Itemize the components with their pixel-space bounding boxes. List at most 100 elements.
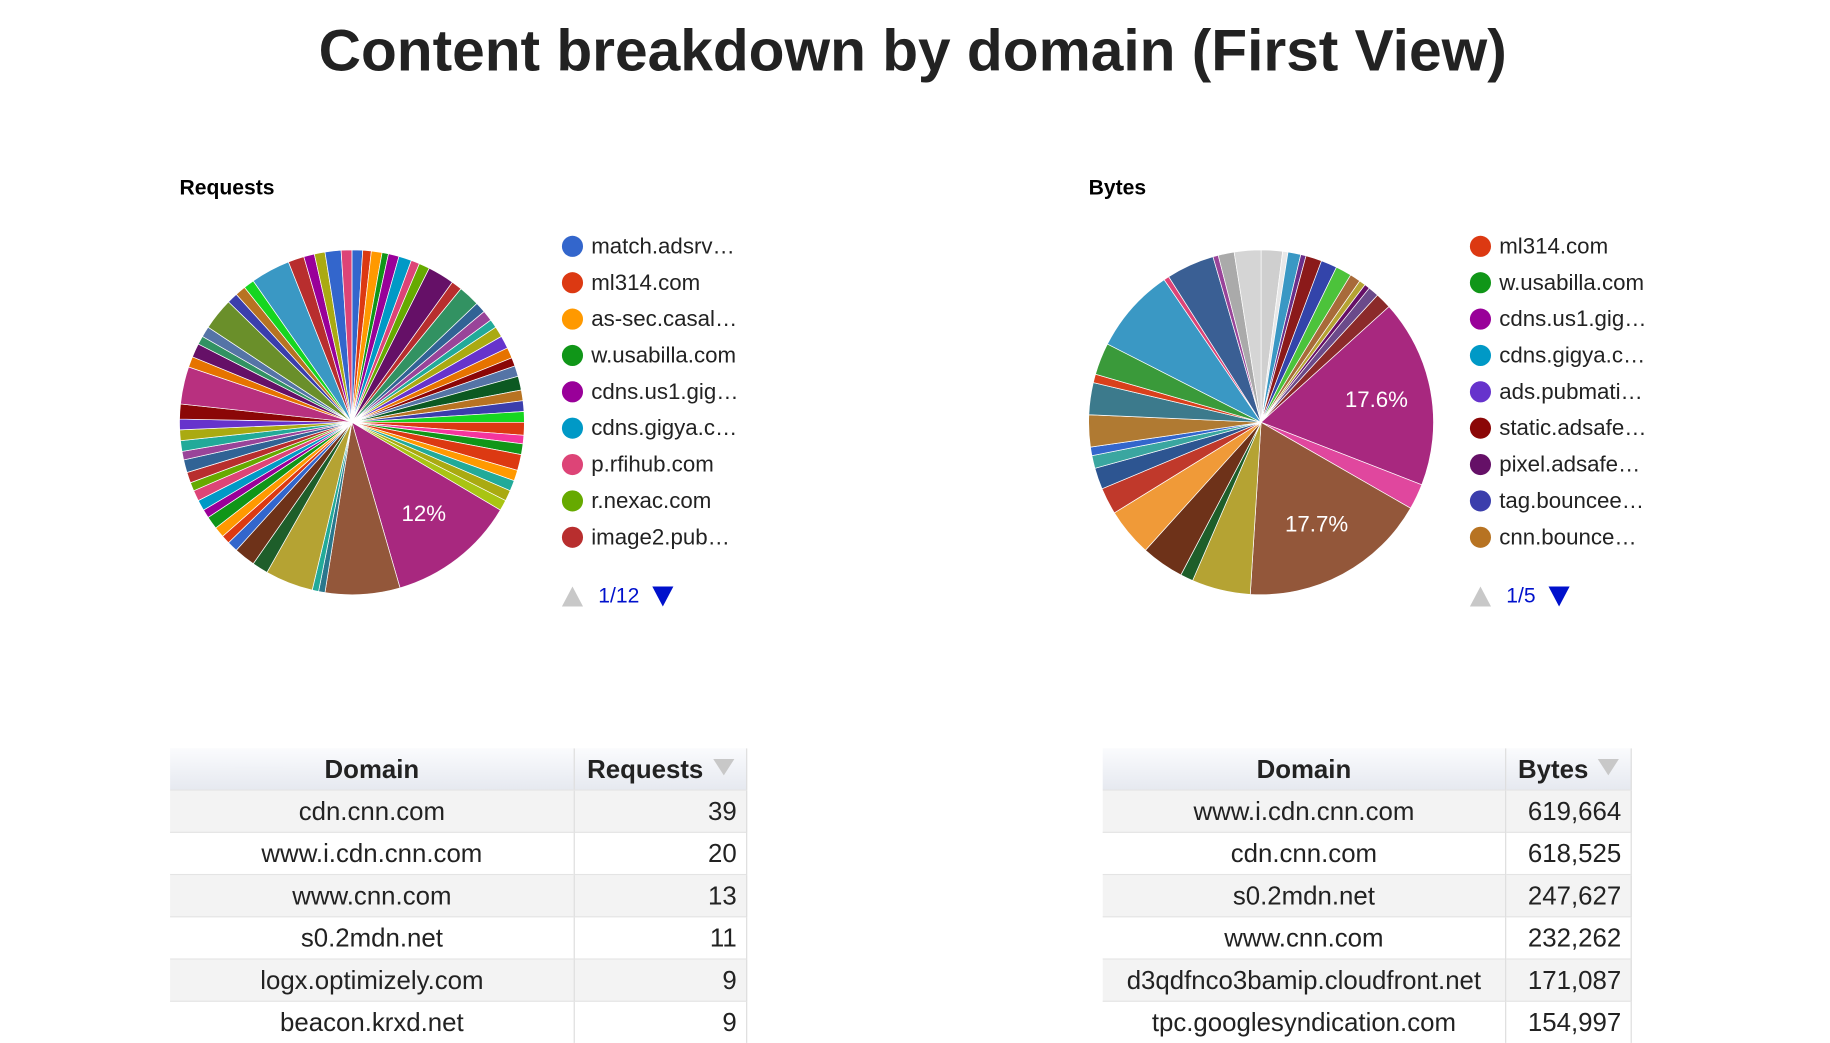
legend-label: tag.bouncee…	[1499, 488, 1644, 513]
column-header: Domain	[170, 748, 575, 791]
legend-label: cdns.us1.gig…	[591, 379, 738, 404]
table-cell: 618,525	[1505, 831, 1632, 875]
header-row: Domain Bytes	[1102, 748, 1632, 791]
column-title: Bytes	[1518, 753, 1589, 784]
charts: Content breakdown by domain (First View)…	[179, 19, 1647, 608]
legend-swatch	[561, 490, 584, 512]
table-cell: 9	[574, 958, 748, 1002]
legend-label: pixel.adsafe…	[1499, 452, 1640, 477]
legend-swatch	[1469, 490, 1492, 512]
table-row: www.i.cdn.cnn.com 619,664	[1102, 789, 1632, 833]
legend-label: cdns.gigya.c…	[1499, 343, 1645, 368]
legend-page-down[interactable]	[1548, 586, 1570, 607]
legend-label: cnn.bounce…	[1499, 524, 1636, 549]
table-row: s0.2mdn.net 247,627	[1102, 873, 1632, 917]
legend-page-up	[561, 586, 584, 607]
legend-label: image2.pub…	[591, 524, 730, 549]
table-cell: cdn.cnn.com	[170, 789, 575, 833]
table-row: logx.optimizely.com 9	[170, 958, 748, 1002]
pie-slice	[1249, 421, 1412, 596]
requests-table: Domain Requests cdn.cnn.com 39 www.i.cdn.cnn…	[170, 748, 748, 1043]
table-row: s0.2mdn.net 11	[170, 916, 748, 960]
table-cell: 247,627	[1505, 873, 1632, 917]
table-cell: 39	[574, 789, 748, 833]
table-cell: 154,997	[1505, 1000, 1632, 1043]
table-row: www.cnn.com 13	[170, 873, 748, 917]
column-title: Domain	[324, 753, 420, 784]
legend-swatch	[1469, 526, 1492, 548]
table-cell: tpc.googlesyndication.com	[1102, 1000, 1507, 1043]
table-row: beacon.krxd.net 9	[170, 1000, 748, 1043]
table-cell: logx.optimizely.com	[170, 958, 575, 1002]
table-cell: d3qdfnco3bamip.cloudfront.net	[1102, 958, 1507, 1002]
legend-label: cdns.gigya.c…	[591, 415, 737, 440]
table-cell: 13	[574, 873, 748, 917]
legend-page: 1/5	[1506, 585, 1535, 608]
legend-swatch	[1469, 308, 1492, 330]
table-cell: 619,664	[1505, 789, 1632, 833]
legend-label: w.usabilla.com	[590, 343, 736, 368]
legend-swatch	[1469, 453, 1492, 476]
legend-swatch	[561, 344, 584, 367]
column-header: Requests	[574, 748, 748, 791]
legend-swatch	[561, 308, 584, 330]
legend-swatch	[1469, 417, 1492, 439]
legend-swatch	[561, 526, 584, 548]
table-row: www.cnn.com 232,262	[1102, 916, 1632, 960]
table-cell: www.i.cdn.cnn.com	[170, 831, 575, 875]
pie-slice	[340, 249, 353, 423]
legend-swatch	[1469, 344, 1492, 367]
pie-slice	[1233, 249, 1262, 423]
legend-label: ads.pubmati…	[1499, 379, 1643, 404]
legend-swatch	[561, 272, 584, 294]
legend-swatch	[1469, 235, 1492, 257]
table-cell: s0.2mdn.net	[1102, 873, 1507, 917]
table-cell: 20	[574, 831, 748, 875]
table-cell: 232,262	[1505, 916, 1632, 960]
table-cell: 11	[574, 916, 748, 960]
slice-label: 17.6%	[1345, 387, 1408, 412]
legend-swatch	[561, 381, 584, 403]
legend-swatch	[1469, 272, 1492, 294]
sort-arrow[interactable]	[712, 758, 734, 775]
legend-label: p.rfihub.com	[591, 452, 714, 477]
legend-label: cdns.us1.gig…	[1499, 306, 1646, 331]
legend-label: as-sec.casal…	[591, 306, 737, 331]
legend-page-up	[1469, 586, 1492, 607]
column-title: Domain	[1256, 753, 1352, 784]
table-row: www.i.cdn.cnn.com 20	[170, 831, 748, 875]
table-cell: beacon.krxd.net	[170, 1000, 575, 1043]
legend-page-down[interactable]	[652, 586, 674, 607]
table-row: cdn.cnn.com 39	[170, 789, 748, 833]
table-cell: 9	[574, 1000, 748, 1043]
legend-label: static.adsafe…	[1499, 415, 1646, 440]
table-cell: cdn.cnn.com	[1102, 831, 1507, 875]
table-cell: www.cnn.com	[1102, 916, 1507, 960]
bytes-table: Domain Bytes www.i.cdn.cnn.com 619,664 cdn.c…	[1102, 748, 1632, 1043]
legend-swatch	[561, 453, 584, 476]
legend-label: ml314.com	[591, 270, 700, 295]
chart-title: Requests	[179, 176, 274, 199]
page-title: Content breakdown by domain (First View)	[319, 19, 1507, 84]
slice-label: 17.7%	[1285, 511, 1348, 536]
legend-swatch	[1469, 381, 1492, 403]
legend-swatch	[561, 235, 584, 257]
table-row: tpc.googlesyndication.com 154,997	[1102, 1000, 1632, 1043]
table-cell: 171,087	[1505, 958, 1632, 1002]
table-row: d3qdfnco3bamip.cloudfront.net 171,087	[1102, 958, 1632, 1002]
sort-arrow[interactable]	[1597, 758, 1619, 775]
column-header: Domain	[1102, 748, 1507, 791]
legend-swatch	[561, 417, 584, 439]
header-row: Domain Requests	[170, 748, 748, 791]
table-row: cdn.cnn.com 618,525	[1102, 831, 1632, 875]
column-header: Bytes	[1505, 748, 1632, 791]
table-cell: www.cnn.com	[170, 873, 575, 917]
table-cell: www.i.cdn.cnn.com	[1102, 789, 1507, 833]
table-cell: s0.2mdn.net	[170, 916, 575, 960]
legend-label: match.adsrv…	[591, 233, 735, 258]
slice-label: 12%	[402, 501, 447, 526]
chart-title: Bytes	[1089, 176, 1147, 199]
legend-label: ml314.com	[1499, 233, 1608, 258]
